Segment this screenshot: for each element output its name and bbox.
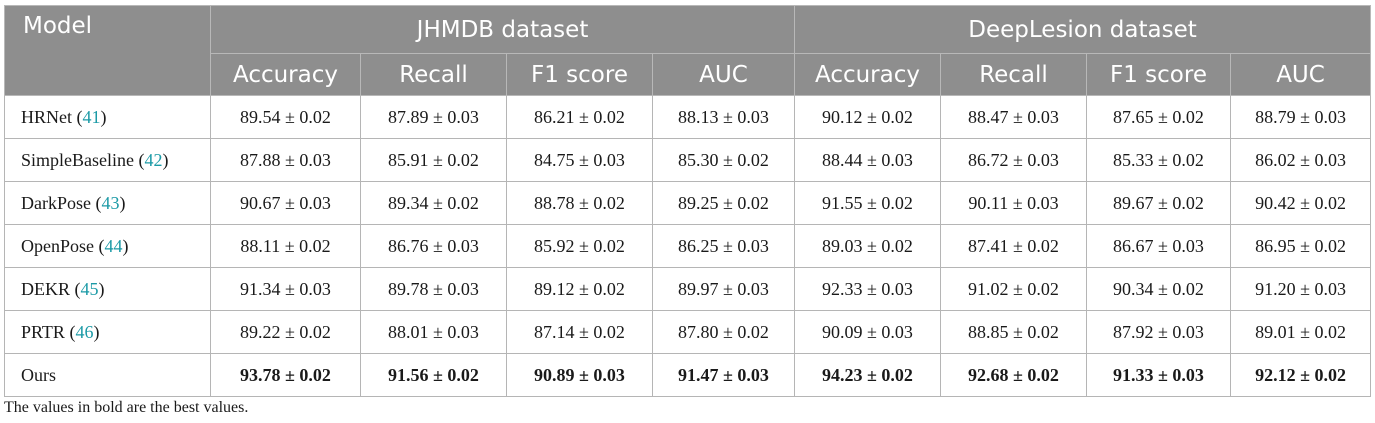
model-name-cell: DEKR (45) <box>4 267 211 311</box>
metric-value-cell: 86.25 ± 0.03 <box>652 224 795 268</box>
metric-value-cell: 86.02 ± 0.03 <box>1229 138 1372 182</box>
model-name: DEKR <box>21 278 70 299</box>
metric-value-cell: 87.89 ± 0.03 <box>360 95 507 139</box>
table-row: DEKR (45) 91.34 ± 0.03 89.78 ± 0.03 89.12 ±… <box>4 267 1372 311</box>
metric-value-cell: 85.30 ± 0.02 <box>652 138 795 182</box>
model-name: DarkPose <box>21 192 91 213</box>
table-footnote: The values in bold are the best values. <box>4 399 249 416</box>
metric-value-cell: 91.33 ± 0.03 <box>1086 353 1231 397</box>
model-name-cell: OpenPose (44) <box>4 224 211 268</box>
metric-value-cell: 90.42 ± 0.02 <box>1229 181 1372 225</box>
table-row: PRTR (46) 89.22 ± 0.02 88.01 ± 0.03 87.14 ±… <box>4 310 1372 354</box>
metric-value-cell: 86.72 ± 0.03 <box>940 138 1087 182</box>
table-row: DarkPose (43) 90.67 ± 0.03 89.34 ± 0.02 88.… <box>4 181 1372 225</box>
metric-value-cell: 89.12 ± 0.02 <box>506 267 653 311</box>
metric-value-cell: 89.67 ± 0.02 <box>1086 181 1231 225</box>
metric-value-cell: 91.20 ± 0.03 <box>1229 267 1372 311</box>
results-table: Model JHMDB dataset DeepLesion dataset A… <box>4 5 1372 397</box>
metric-value-cell: 90.09 ± 0.03 <box>794 310 941 354</box>
metric-value-cell: 88.79 ± 0.03 <box>1229 95 1372 139</box>
metric-value-cell: 90.67 ± 0.03 <box>210 181 361 225</box>
table-row: Ours 93.78 ± 0.02 91.56 ± 0.02 90.89 ± 0.03… <box>4 353 1372 397</box>
reference-link[interactable]: 43 <box>101 192 120 213</box>
model-name-cell: DarkPose (43) <box>4 181 211 225</box>
model-column-header: Model <box>4 5 211 96</box>
metric-value-cell: 85.33 ± 0.02 <box>1086 138 1231 182</box>
metric-header: Accuracy <box>210 53 361 96</box>
metric-value-cell: 85.92 ± 0.02 <box>506 224 653 268</box>
metric-value-cell: 89.25 ± 0.02 <box>652 181 795 225</box>
metric-value-cell: 88.13 ± 0.03 <box>652 95 795 139</box>
metric-value-cell: 89.03 ± 0.02 <box>794 224 941 268</box>
metric-value-cell: 87.80 ± 0.02 <box>652 310 795 354</box>
metric-value-cell: 91.56 ± 0.02 <box>360 353 507 397</box>
metric-value-cell: 92.68 ± 0.02 <box>940 353 1087 397</box>
metric-header: F1 score <box>1086 53 1231 96</box>
metric-value-cell: 88.78 ± 0.02 <box>506 181 653 225</box>
model-name: OpenPose <box>21 235 94 256</box>
model-name-cell: PRTR (46) <box>4 310 211 354</box>
metric-value-cell: 88.44 ± 0.03 <box>794 138 941 182</box>
metric-value-cell: 86.67 ± 0.03 <box>1086 224 1231 268</box>
metric-value-cell: 92.33 ± 0.03 <box>794 267 941 311</box>
table-row: HRNet (41) 89.54 ± 0.02 87.89 ± 0.03 86.21 … <box>4 95 1372 139</box>
metric-header: Recall <box>360 53 507 96</box>
metric-header: Recall <box>940 53 1087 96</box>
metric-value-cell: 93.78 ± 0.02 <box>210 353 361 397</box>
model-name-cell: HRNet (41) <box>4 95 211 139</box>
table-row: OpenPose (44) 88.11 ± 0.02 86.76 ± 0.03 85.… <box>4 224 1372 268</box>
metric-value-cell: 88.11 ± 0.02 <box>210 224 361 268</box>
metric-value-cell: 90.34 ± 0.02 <box>1086 267 1231 311</box>
model-name-cell: Ours <box>4 353 211 397</box>
table-body: HRNet (41) 89.54 ± 0.02 87.89 ± 0.03 86.21 … <box>4 95 1372 397</box>
group-header-jhmdb: JHMDB dataset <box>210 5 795 54</box>
reference-link[interactable]: 41 <box>82 106 101 127</box>
results-table-container: Model JHMDB dataset DeepLesion dataset A… <box>4 5 1372 397</box>
metric-value-cell: 90.11 ± 0.03 <box>940 181 1087 225</box>
metric-value-cell: 86.95 ± 0.02 <box>1229 224 1372 268</box>
reference-link[interactable]: 45 <box>80 278 99 299</box>
metric-header: Accuracy <box>794 53 941 96</box>
metric-value-cell: 91.55 ± 0.02 <box>794 181 941 225</box>
metric-value-cell: 89.78 ± 0.03 <box>360 267 507 311</box>
metric-value-cell: 87.14 ± 0.02 <box>506 310 653 354</box>
metric-value-cell: 92.12 ± 0.02 <box>1229 353 1372 397</box>
metric-value-cell: 88.01 ± 0.03 <box>360 310 507 354</box>
metric-value-cell: 87.88 ± 0.03 <box>210 138 361 182</box>
metric-value-cell: 91.34 ± 0.03 <box>210 267 361 311</box>
metric-value-cell: 85.91 ± 0.02 <box>360 138 507 182</box>
metric-value-cell: 89.22 ± 0.02 <box>210 310 361 354</box>
metric-value-cell: 89.01 ± 0.02 <box>1229 310 1372 354</box>
metric-value-cell: 89.54 ± 0.02 <box>210 95 361 139</box>
model-name: Ours <box>21 364 56 385</box>
model-name-cell: SimpleBaseline (42) <box>4 138 211 182</box>
metric-value-cell: 87.41 ± 0.02 <box>940 224 1087 268</box>
metric-value-cell: 86.21 ± 0.02 <box>506 95 653 139</box>
metric-value-cell: 90.89 ± 0.03 <box>506 353 653 397</box>
group-header-deeplesion: DeepLesion dataset <box>793 5 1372 54</box>
metric-value-cell: 86.76 ± 0.03 <box>360 224 507 268</box>
metric-header: AUC <box>1229 53 1372 96</box>
metric-value-cell: 91.02 ± 0.02 <box>940 267 1087 311</box>
metric-value-cell: 87.65 ± 0.02 <box>1086 95 1231 139</box>
metric-value-cell: 87.92 ± 0.03 <box>1086 310 1231 354</box>
metric-header: F1 score <box>506 53 653 96</box>
model-name: HRNet <box>21 106 72 127</box>
reference-link[interactable]: 44 <box>104 235 123 256</box>
metric-value-cell: 89.97 ± 0.03 <box>652 267 795 311</box>
metric-value-cell: 89.34 ± 0.02 <box>360 181 507 225</box>
metric-value-cell: 88.47 ± 0.03 <box>940 95 1087 139</box>
metric-value-cell: 90.12 ± 0.02 <box>794 95 941 139</box>
metric-value-cell: 84.75 ± 0.03 <box>506 138 653 182</box>
table-row: SimpleBaseline (42) 87.88 ± 0.03 85.91 ± 0… <box>4 138 1372 182</box>
metric-header: AUC <box>652 53 795 96</box>
model-name: SimpleBaseline <box>21 149 134 170</box>
reference-link[interactable]: 46 <box>75 321 94 342</box>
model-name: PRTR <box>21 321 65 342</box>
reference-link[interactable]: 42 <box>144 149 163 170</box>
metric-value-cell: 94.23 ± 0.02 <box>794 353 941 397</box>
metric-value-cell: 91.47 ± 0.03 <box>652 353 795 397</box>
metric-value-cell: 88.85 ± 0.02 <box>940 310 1087 354</box>
